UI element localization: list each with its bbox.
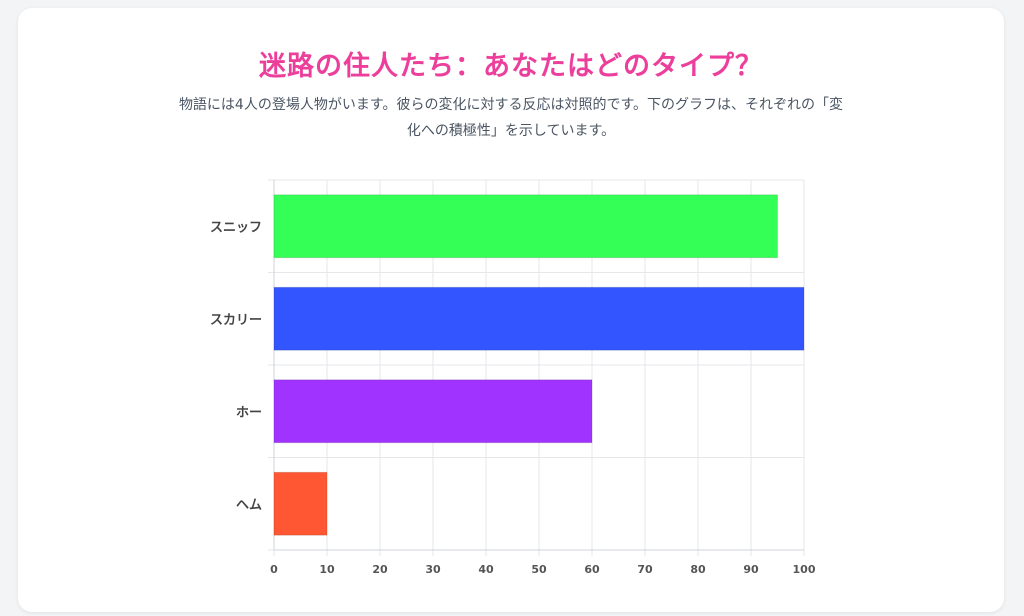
x-tick-label: 0 — [270, 563, 278, 576]
category-label: スニッフ — [210, 220, 262, 235]
bar-1 — [273, 194, 778, 259]
x-tick-label: 40 — [478, 563, 494, 576]
x-tick-label: 60 — [584, 563, 600, 576]
page-subtitle: 物語には4人の登場人物がいます。彼らの変化に対する反応は対照的です。下のグラフは… — [118, 92, 904, 144]
x-tick-label: 20 — [372, 563, 388, 576]
bar-4 — [273, 471, 328, 536]
x-tick-label: 10 — [319, 563, 335, 576]
bar-3 — [273, 379, 593, 444]
chart-card: 迷路の住人たち：あなたはどのタイプ？ 物語には4人の登場人物がいます。彼らの変化… — [18, 8, 1004, 612]
bar-2 — [273, 286, 805, 351]
x-tick-label: 30 — [425, 563, 441, 576]
x-tick-label: 70 — [637, 563, 653, 576]
subtitle-line-2: 化への積極性」を示しています。 — [406, 123, 616, 139]
page-title: 迷路の住人たち：あなたはどのタイプ？ — [259, 51, 763, 82]
category-label: スカリー — [210, 313, 262, 328]
x-tick-label: 50 — [531, 563, 547, 576]
x-tick-label: 80 — [690, 563, 706, 576]
category-label: ヘム — [236, 498, 262, 513]
x-tick-label: 90 — [743, 563, 759, 576]
category-label: ホー — [236, 405, 262, 420]
subtitle-line-1: 物語には4人の登場人物がいます。彼らの変化に対する反応は対照的です。下のグラフは… — [178, 97, 844, 113]
x-tick-label: 100 — [793, 563, 816, 576]
